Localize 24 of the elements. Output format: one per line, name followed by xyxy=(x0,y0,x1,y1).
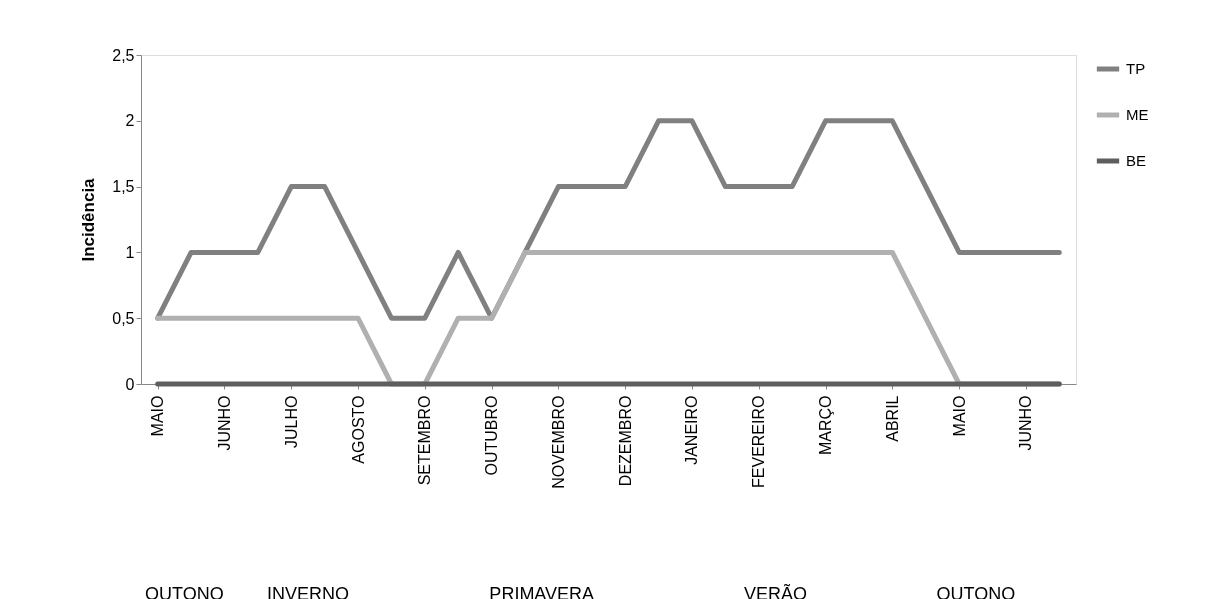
legend-label: TP xyxy=(1126,60,1146,77)
y-axis-title: Incidência xyxy=(79,177,99,262)
x-tick-label: JUNHO xyxy=(215,395,233,451)
x-tick-label: SETEMBRO xyxy=(416,395,434,486)
x-tick-label: MAIO xyxy=(950,395,968,437)
legend-label: ME xyxy=(1126,106,1149,123)
x-tick-label: JUNHO xyxy=(1017,395,1035,451)
x-tick-label: DEZEMBRO xyxy=(616,395,634,487)
y-tick-label: 1 xyxy=(125,243,135,261)
x-tick-label: NOVEMBRO xyxy=(549,395,567,489)
x-tick-label: OUTUBRO xyxy=(483,395,501,476)
x-tick-label: JULHO xyxy=(282,395,300,448)
x-tick-label: AGOSTO xyxy=(349,395,367,464)
legend-label: BE xyxy=(1126,152,1147,169)
x-tick-label: ABRIL xyxy=(883,395,901,442)
x-tick-label: MAIO xyxy=(149,395,167,437)
y-tick-label: 2 xyxy=(125,112,135,130)
x-tick-label: FEVEREIRO xyxy=(750,395,768,488)
x-tick-label: JANEIRO xyxy=(683,395,701,465)
y-tick-label: 1,5 xyxy=(112,178,135,196)
y-tick-label: 0,5 xyxy=(112,309,135,327)
y-tick-label: 2,5 xyxy=(112,46,135,64)
y-tick-label: 0 xyxy=(125,375,135,393)
x-tick-label: MARÇO xyxy=(817,395,835,456)
